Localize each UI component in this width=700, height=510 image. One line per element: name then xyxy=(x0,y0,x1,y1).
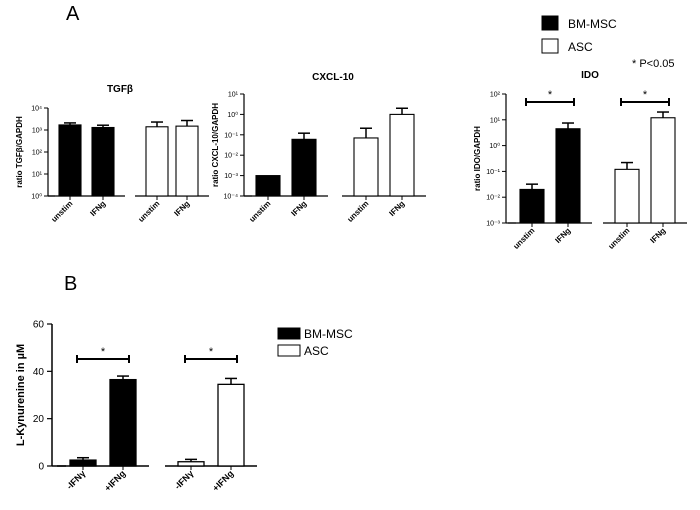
tgfb-x-label-1: IFNg xyxy=(88,199,107,218)
ido-bar-3 xyxy=(650,117,676,224)
ido-bar-2 xyxy=(614,168,640,224)
cxcl10-bar-2 xyxy=(353,137,379,197)
ido-sig-star-1: * xyxy=(643,89,648,101)
kynurenine-sig-star-1: * xyxy=(209,346,214,358)
cxcl10-y-tick-label: 10⁻² xyxy=(224,153,238,160)
ido-x-label-2: unstim xyxy=(606,226,631,251)
legend-b-label-bm-msc: BM-MSC xyxy=(304,327,353,341)
legend-b-label-asc: ASC xyxy=(304,344,329,358)
kynurenine-x-label-3: +IFNg xyxy=(210,468,235,493)
tgfb-bar-0 xyxy=(58,124,82,197)
significance-note: * P<0.05 xyxy=(632,58,675,70)
panel-b-label: B xyxy=(64,273,77,295)
tgfb-title: TGFβ xyxy=(107,84,133,95)
ido-y-tick-label: 10⁻³ xyxy=(486,221,500,228)
ido-y-tick-label: 10¹ xyxy=(490,117,501,124)
cxcl10-y-tick-label: 10⁰ xyxy=(227,111,238,119)
tgfb-x-label-2: unstim xyxy=(136,199,161,224)
ido-y-tick-label: 10² xyxy=(490,92,501,99)
chart-cxcl10: CXCL-10 10⁻⁴ 10⁻³ 10⁻² 10⁻¹ 10⁰ 10¹ ratio CXCL-… xyxy=(211,72,426,224)
tgfb-bar-1 xyxy=(91,126,115,197)
ido-bar-1 xyxy=(555,128,581,224)
tgfb-bar-2 xyxy=(145,126,169,197)
legend-b-swatch-asc xyxy=(277,344,301,357)
cxcl10-bar-1 xyxy=(291,138,317,197)
kynurenine-bar-2 xyxy=(177,461,205,467)
ido-x-label-3: IFNg xyxy=(648,226,667,245)
legend-panel-b: BM-MSC ASC xyxy=(277,327,353,358)
tgfb-x-label-0: unstim xyxy=(49,199,74,224)
ido-x-label-0: unstim xyxy=(511,226,536,251)
kynurenine-x-label-2: -IFNγ xyxy=(172,468,195,491)
tgfb-y-tick-label: 10⁴ xyxy=(31,106,42,113)
chart-tgfb: TGFβ 10⁰ 10¹ 10² 10³ 10⁴ ratio TGFβ/GAPDH unsti… xyxy=(15,84,209,224)
kynurenine-x-label-0: -IFNγ xyxy=(64,468,87,491)
tgfb-bar-3 xyxy=(175,125,199,197)
legend-panel-a: BM-MSC ASC xyxy=(541,15,617,54)
cxcl10-y-tick-label: 10⁻⁴ xyxy=(224,194,239,201)
tgfb-y-tick-label: 10² xyxy=(32,150,43,157)
cxcl10-title: CXCL-10 xyxy=(312,72,354,83)
tgfb-y-tick-label: 10⁰ xyxy=(31,193,42,201)
ido-y-tick-label: 10⁻¹ xyxy=(486,169,500,176)
cxcl10-y-tick-label: 10⁻¹ xyxy=(224,132,238,139)
kynurenine-y-label: L-Kynurenine in µM xyxy=(15,344,27,446)
kynurenine-y-tick-label: 0 xyxy=(38,462,44,473)
ido-x-label-1: IFNg xyxy=(553,226,572,245)
ido-title: IDO xyxy=(581,70,599,81)
cxcl10-x-label-1: IFNg xyxy=(289,199,308,218)
cxcl10-y-tick-label: 10⁻³ xyxy=(224,173,238,180)
chart-ido: IDO 10⁻³ 10⁻² 10⁻¹ 10⁰ 10¹ 10² ratio IDO/GAPDH u… xyxy=(473,70,687,251)
legend-label-asc: ASC xyxy=(568,40,593,54)
kynurenine-x-label-1: +IFNg xyxy=(102,468,127,493)
tgfb-x-label-3: IFNg xyxy=(172,199,191,218)
legend-swatch-asc xyxy=(541,38,559,54)
tgfb-y-label: ratio TGFβ/GAPDH xyxy=(15,116,24,188)
cxcl10-y-label: ratio CXCL-10/GAPDH xyxy=(211,103,220,187)
cxcl10-bar-3 xyxy=(389,113,415,197)
ido-y-tick-label: 10⁻² xyxy=(486,195,500,202)
legend-label-bm-msc: BM-MSC xyxy=(568,17,617,31)
ido-y-tick-label: 10⁰ xyxy=(489,142,500,150)
legend-swatch-bm-msc xyxy=(541,15,559,31)
kynurenine-bar-0 xyxy=(69,459,97,467)
kynurenine-y-tick-label: 40 xyxy=(33,367,45,378)
kynurenine-bar-3 xyxy=(217,383,245,467)
kynurenine-y-tick-label: 60 xyxy=(33,320,45,331)
panel-a-label: A xyxy=(66,3,80,25)
kynurenine-bar-1 xyxy=(109,378,137,467)
kynurenine-sig-star-0: * xyxy=(101,346,106,358)
cxcl10-x-label-2: unstim xyxy=(345,199,370,224)
cxcl10-x-label-3: IFNg xyxy=(387,199,406,218)
ido-sig-star-0: * xyxy=(548,89,553,101)
tgfb-y-tick-label: 10³ xyxy=(32,128,43,135)
cxcl10-y-tick-label: 10¹ xyxy=(228,92,239,99)
ido-bar-0 xyxy=(519,188,545,224)
kynurenine-y-tick-label: 20 xyxy=(33,414,45,425)
legend-b-swatch-bm-msc xyxy=(277,327,301,340)
tgfb-y-tick-label: 10¹ xyxy=(32,172,43,179)
cxcl10-bar-0 xyxy=(255,175,281,197)
ido-y-label: ratio IDO/GAPDH xyxy=(473,126,482,191)
cxcl10-x-label-0: unstim xyxy=(247,199,272,224)
chart-kynurenine: 0 20 40 60 L-Kynurenine in µM -IFNγ +IFNg -IFNγ… xyxy=(15,320,257,493)
